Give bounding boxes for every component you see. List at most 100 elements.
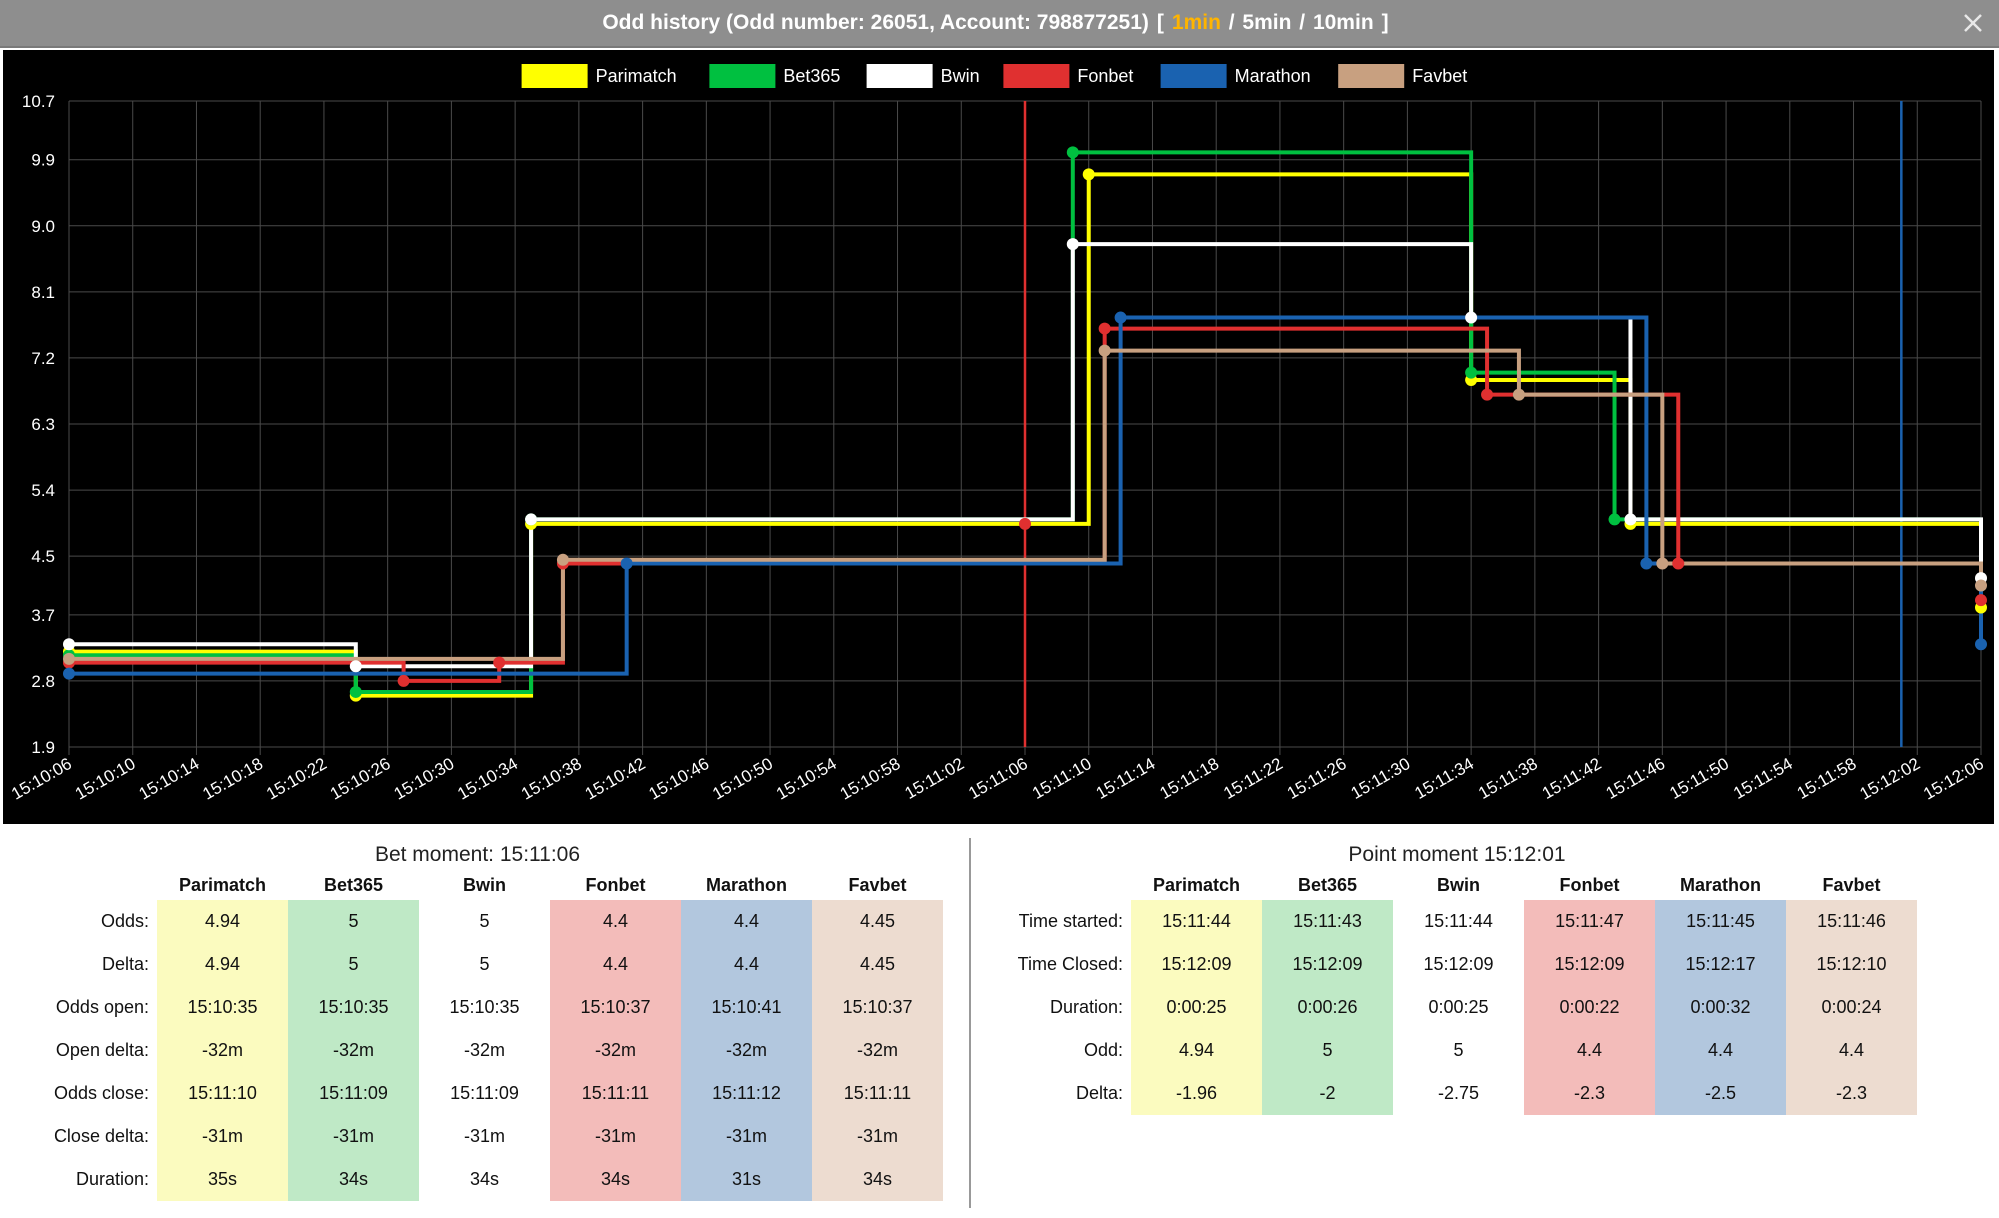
- point-moment-cell: 4.4: [1524, 1029, 1655, 1072]
- legend-label-favbet: Favbet: [1412, 66, 1467, 86]
- bet-moment-cell: 4.45: [812, 943, 943, 986]
- series-point-favbet: [1512, 388, 1525, 401]
- y-tick-label: 5.4: [31, 481, 55, 500]
- bet-moment-cell: -31m: [157, 1115, 288, 1158]
- bet-moment-cell: -31m: [288, 1115, 419, 1158]
- series-point-marathon: [1114, 311, 1127, 324]
- point-moment-cell: 4.4: [1655, 1029, 1786, 1072]
- point-moment-row-label: Time started:: [1018, 911, 1123, 931]
- bet-moment-cell: 15:11:11: [812, 1072, 943, 1115]
- bet-moment-cell: 34s: [812, 1158, 943, 1201]
- series-point-favbet: [1975, 579, 1987, 592]
- x-tick-label: 15:12:06: [1920, 754, 1987, 804]
- bet-moment-title: Bet moment: 15:11:06: [374, 843, 581, 866]
- table-row: Time Closed: 15:12:09 15:12:09 15:12:09 15:1…: [976, 943, 1917, 986]
- y-tick-label: 2.8: [31, 672, 55, 691]
- point-moment-column-header: Bwin: [1437, 874, 1480, 895]
- point-moment-table: Parimatch Bet365 Bwin Fonbet Marathon Favbet T…: [976, 870, 1917, 1115]
- series-point-fonbet: [1098, 322, 1111, 335]
- close-icon[interactable]: [1959, 9, 1987, 37]
- timeframe-5min[interactable]: 5min: [1242, 11, 1292, 34]
- bet-moment-table: Parimatch Bet365 Bwin Fonbet Marathon Favbet O…: [2, 870, 943, 1201]
- timeframe-10min[interactable]: 10min: [1312, 11, 1374, 34]
- series-point-marathon: [1975, 638, 1987, 651]
- table-row: Odds: 4.94 5 5 4.4 4.4 4.45: [2, 900, 943, 943]
- bet-moment-cell: 5: [419, 900, 550, 943]
- bet-moment-column-header: Marathon: [706, 874, 787, 895]
- point-moment-cell: -1.96: [1131, 1072, 1262, 1115]
- series-point-bet365: [1465, 366, 1478, 379]
- table-row: Duration: 35s 34s 34s 34s 31s 34s: [2, 1158, 943, 1201]
- legend-swatch-favbet: [1338, 64, 1405, 88]
- point-moment-cell: -2: [1262, 1072, 1393, 1115]
- y-tick-label: 9.0: [31, 217, 55, 236]
- series-point-marathon: [63, 667, 75, 680]
- x-tick-label: 15:10:58: [837, 754, 904, 804]
- x-tick-label: 15:11:42: [1539, 754, 1605, 803]
- x-tick-label: 15:11:54: [1730, 754, 1796, 803]
- series-point-favbet: [1656, 557, 1669, 570]
- series-point-bet365: [1608, 513, 1621, 526]
- bet-moment-cell: 4.94: [157, 943, 288, 986]
- table-row: Time started: 15:11:44 15:11:43 15:11:44 15:…: [976, 900, 1917, 943]
- point-moment-cell: 5: [1393, 1029, 1524, 1072]
- odds-history-chart: 10.7 9.9 9.0 8.1 7.2 6.3 5.4 4.5 3.7 2.8 1.9 15:10:…: [3, 50, 1994, 824]
- timeframe-1min[interactable]: 1min: [1171, 11, 1221, 34]
- bet-moment-cell: 31s: [681, 1158, 812, 1201]
- point-moment-cell: 15:11:47: [1524, 900, 1655, 943]
- x-tick-label: 15:11:26: [1284, 754, 1350, 803]
- legend-label-bwin: Bwin: [941, 66, 980, 86]
- point-moment-column-header: Favbet: [1822, 874, 1881, 895]
- bet-moment-cell: 4.4: [550, 943, 681, 986]
- y-tick-label: 9.9: [31, 151, 55, 170]
- point-moment-cell: 15:11:45: [1655, 900, 1786, 943]
- bet-moment-cell: -31m: [550, 1115, 681, 1158]
- series-point-fonbet: [1019, 517, 1031, 530]
- bet-moment-cell: -32m: [288, 1029, 419, 1072]
- bet-moment-cell: -32m: [157, 1029, 288, 1072]
- bet-moment-column-header: Parimatch: [178, 874, 267, 895]
- bet-moment-column-header: Bet365: [323, 874, 384, 895]
- bet-moment-row-label: Odds close:: [53, 1083, 149, 1103]
- bet-moment-cell: 35s: [157, 1158, 288, 1201]
- table-row: Odds open: 15:10:35 15:10:35 15:10:35 15:10:…: [2, 986, 943, 1029]
- series-point-marathon: [620, 557, 633, 570]
- series-point-favbet: [1098, 344, 1111, 357]
- point-moment-cell: 15:11:44: [1393, 900, 1524, 943]
- bet-moment-cell: 34s: [550, 1158, 681, 1201]
- legend-swatch-bet365: [709, 64, 776, 88]
- x-tick-label: 15:10:54: [773, 754, 840, 804]
- x-tick-label: 15:11:50: [1666, 754, 1732, 803]
- bet-moment-column-header: Fonbet: [585, 874, 646, 895]
- x-tick-label: 15:11:22: [1220, 754, 1286, 803]
- bracket-close: ]: [1381, 11, 1389, 34]
- bet-moment-cell: 15:11:09: [288, 1072, 419, 1115]
- series-point-bwin: [525, 513, 538, 526]
- bet-moment-cell: 15:10:37: [550, 986, 681, 1029]
- point-moment-panel: Point moment 15:12:01 Parimatch Bet365 Bwi…: [976, 840, 1976, 1115]
- point-moment-cell: 15:12:09: [1393, 943, 1524, 986]
- x-tick-label: 15:11:10: [1029, 754, 1095, 803]
- y-tick-label: 8.1: [31, 283, 55, 302]
- table-row: Odds close: 15:11:10 15:11:09 15:11:09 15:11…: [2, 1072, 943, 1115]
- x-tick-label: 15:10:06: [8, 754, 75, 804]
- x-tick-label: 15:10:30: [391, 754, 458, 804]
- bet-moment-cell: 34s: [419, 1158, 550, 1201]
- bet-moment-cell: 15:10:37: [812, 986, 943, 1029]
- point-moment-column-header: Marathon: [1680, 874, 1761, 895]
- x-tick-label: 15:11:14: [1093, 754, 1159, 803]
- timeframe-separator: /: [1222, 11, 1241, 34]
- bet-moment-cell: 15:11:12: [681, 1072, 812, 1115]
- point-moment-header-row: Parimatch Bet365 Bwin Fonbet Marathon Favbet: [976, 870, 1917, 900]
- x-tick-label: 15:10:38: [518, 754, 585, 804]
- point-moment-column-header: Fonbet: [1559, 874, 1620, 895]
- x-tick-label: 15:11:02: [902, 754, 968, 803]
- bet-moment-cell: -31m: [681, 1115, 812, 1158]
- x-tick-label: 15:10:50: [709, 754, 776, 804]
- point-moment-cell: 4.4: [1786, 1029, 1917, 1072]
- legend-swatch-fonbet: [1003, 64, 1070, 88]
- y-tick-label: 7.2: [31, 349, 55, 368]
- point-moment-cell: 15:12:09: [1524, 943, 1655, 986]
- chart-canvas: 10.79.99.08.17.26.35.44.53.72.81.915:10:…: [8, 64, 1987, 804]
- series-point-bet365: [1066, 146, 1079, 159]
